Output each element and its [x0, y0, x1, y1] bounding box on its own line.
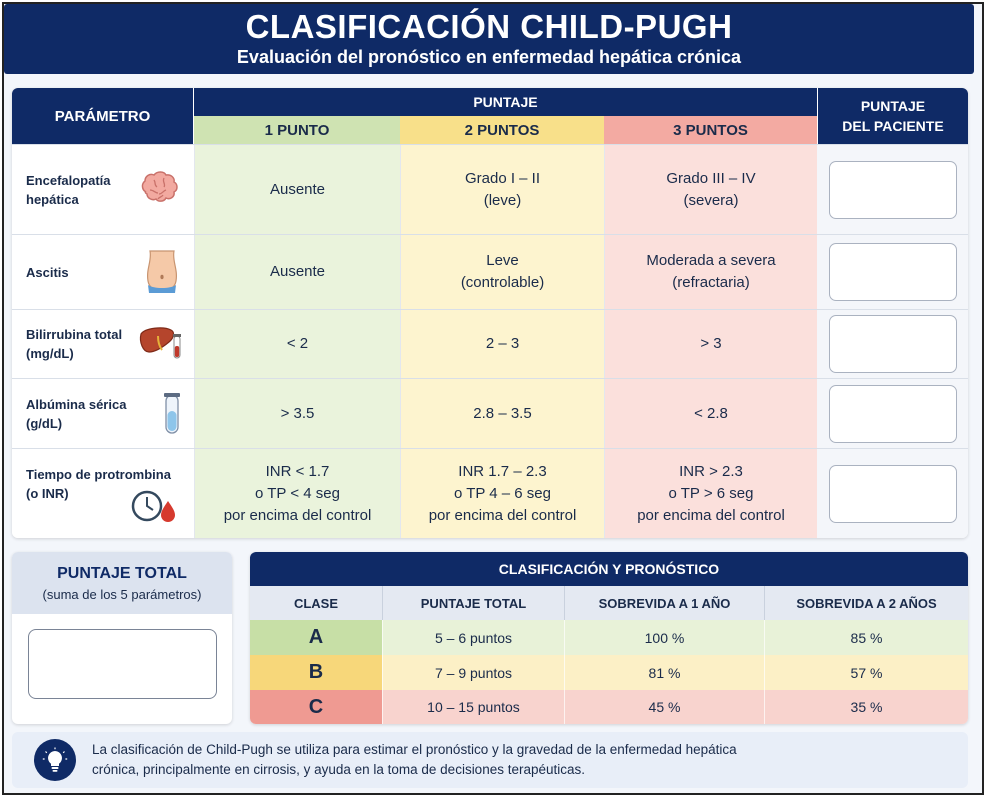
table-row: Bilirrubina total (mg/dL) < 2 2 – 3 > 3	[12, 309, 968, 378]
total-score-panel: PUNTAJE TOTAL (suma de los 5 parámetros)	[12, 552, 232, 724]
scoring-table: PARÁMETRO PUNTAJE 1 PUNTO 2 PUNTOS 3 PUN…	[12, 88, 968, 538]
table-row: Tiempo de protrombina (o INR) INR < 1.7 …	[12, 448, 968, 538]
patient-score-cell	[817, 449, 968, 538]
classification-table: CLASIFICACIÓN Y PRONÓSTICO CLASE PUNTAJE…	[250, 552, 968, 724]
clock-drop-icon	[131, 490, 175, 522]
total-score-cell: 10 – 15 puntos	[382, 690, 564, 724]
total-score-cell: 5 – 6 puntos	[382, 620, 564, 655]
score-2-cell: INR 1.7 – 2.3 o TP 4 – 6 seg por encima …	[400, 449, 604, 538]
score-2-cell: Leve (controlable)	[400, 235, 604, 309]
total-score-cell: 7 – 9 puntos	[382, 655, 564, 690]
total-score-subtitle: (suma de los 5 parámetros)	[42, 587, 202, 602]
score-3-header: 3 PUNTOS	[604, 116, 817, 144]
parameter-cell: Bilirrubina total (mg/dL)	[12, 310, 194, 378]
class-cell: A	[250, 620, 382, 655]
score-3-cell: Grado III – IV (severa)	[604, 145, 817, 234]
survival-1y-cell: 45 %	[564, 690, 764, 724]
score-3-cell: INR > 2.3 o TP > 6 seg por encima del co…	[604, 449, 817, 538]
score-2-cell: Grado I – II (leve)	[400, 145, 604, 234]
total-score-title: PUNTAJE TOTAL	[57, 565, 187, 582]
liver-icon	[139, 327, 181, 359]
parameter-cell: Tiempo de protrombina (o INR)	[12, 449, 194, 538]
score-1-cell: Ausente	[194, 235, 400, 309]
score-3-cell: > 3	[604, 310, 817, 378]
score-2-cell: 2.8 – 3.5	[400, 379, 604, 448]
table-row: Ascitis Ausente Leve (controlable) Moder…	[12, 234, 968, 309]
class-cell: B	[250, 655, 382, 690]
patient-score-input[interactable]	[828, 160, 957, 219]
brain-icon	[141, 170, 178, 202]
score-group-header: PUNTAJE	[194, 88, 817, 116]
patient-score-cell	[817, 145, 968, 234]
score-1-cell: < 2	[194, 310, 400, 378]
info-note: La clasificación de Child-Pugh se utiliz…	[12, 732, 968, 788]
survival-1y-cell: 100 %	[564, 620, 764, 655]
parameter-cell: Ascitis	[12, 235, 194, 309]
classification-title: CLASIFICACIÓN Y PRONÓSTICO	[250, 552, 968, 586]
patient-score-cell	[817, 379, 968, 448]
score-1-cell: Ausente	[194, 145, 400, 234]
class-column-header: CLASE	[293, 595, 339, 611]
page-title: CLASIFICACIÓN CHILD-PUGH	[245, 8, 733, 45]
lightbulb-icon	[34, 739, 76, 781]
patient-score-cell	[817, 310, 968, 378]
header-banner: CLASIFICACIÓN CHILD-PUGH Evaluación del …	[4, 4, 974, 74]
table-row: B 7 – 9 puntos 81 % 57 %	[250, 655, 968, 690]
score-3-cell: Moderada a severa (refractaria)	[604, 235, 817, 309]
score-1-cell: > 3.5	[194, 379, 400, 448]
patient-score-input[interactable]	[828, 315, 957, 373]
total-score-input[interactable]	[28, 629, 217, 699]
survival-1y-column-header: SOBREVIDA A 1 AÑO	[564, 586, 764, 620]
classification-header-row: CLASE PUNTAJE TOTAL SOBREVIDA A 1 AÑO SO…	[250, 586, 968, 620]
total-score-column-header: PUNTAJE TOTAL	[382, 586, 564, 620]
survival-1y-cell: 81 %	[564, 655, 764, 690]
score-1-header: 1 PUNTO	[194, 116, 400, 144]
patient-score-header: PUNTAJE DEL PACIENTE	[818, 88, 968, 144]
parameter-cell: Encefalopatía hepática	[12, 145, 194, 234]
patient-score-cell	[817, 235, 968, 309]
table-row: Albúmina sérica (g/dL) > 3.5 2.8 – 3.5 <…	[12, 378, 968, 448]
table-row: Encefalopatía hepática Ausente Grado I –…	[12, 144, 968, 234]
score-2-cell: 2 – 3	[400, 310, 604, 378]
patient-score-input[interactable]	[828, 243, 957, 301]
info-note-text: La clasificación de Child-Pugh se utiliz…	[92, 742, 737, 777]
survival-2y-cell: 85 %	[764, 620, 968, 655]
patient-score-input[interactable]	[828, 384, 957, 443]
score-1-cell: INR < 1.7 o TP < 4 seg por encima del co…	[194, 449, 400, 538]
parameter-cell: Albúmina sérica (g/dL)	[12, 379, 194, 448]
page-subtitle: Evaluación del pronóstico en enfermedad …	[236, 47, 742, 67]
survival-2y-column-header: SOBREVIDA A 2 AÑOS	[764, 586, 968, 620]
survival-2y-cell: 57 %	[764, 655, 968, 690]
abdomen-icon	[146, 250, 178, 293]
class-cell: C	[250, 690, 382, 724]
parameter-column-header: PARÁMETRO	[12, 88, 193, 144]
score-3-cell: < 2.8	[604, 379, 817, 448]
table-row: C 10 – 15 puntos 45 % 35 %	[250, 690, 968, 724]
total-score-header: PUNTAJE TOTAL (suma de los 5 parámetros)	[12, 552, 232, 614]
table-row: A 5 – 6 puntos 100 % 85 %	[250, 620, 968, 655]
score-2-header: 2 PUNTOS	[400, 116, 604, 144]
survival-2y-cell: 35 %	[764, 690, 968, 724]
patient-score-input[interactable]	[828, 464, 957, 523]
test-tube-icon	[164, 392, 180, 434]
